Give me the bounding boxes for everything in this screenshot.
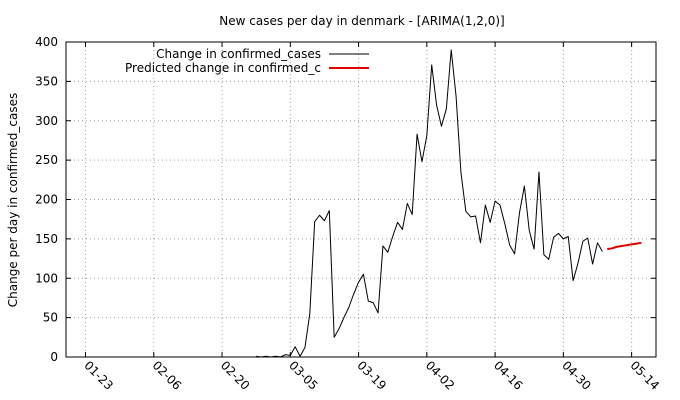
y-tick-label: 50 [43,311,58,325]
y-tick-label: 350 [35,74,58,88]
x-tick-label: 03-19 [354,358,389,393]
series-layer [256,49,642,358]
y-tick-label: 300 [35,114,58,128]
y-axis-label: Change per day in confirmed_cases [6,93,20,308]
x-tick-label: 04-30 [559,358,594,393]
x-tick-label: 04-16 [491,358,526,393]
y-tick-label: 100 [35,271,58,285]
grid [66,42,656,357]
y-tick-label: 250 [35,153,58,167]
series-line-1 [256,49,603,358]
x-tick-label: 05-14 [627,358,662,393]
series-line-2 [607,241,642,251]
x-tick-label: 01-23 [81,358,116,393]
legend-label: Change in confirmed_cases [156,47,321,61]
x-axis-ticks: 01-23 02-06 02-20 03-05 03-19 04-02 04-16 04-30… [81,42,662,393]
x-tick-label: 02-06 [150,358,185,393]
legend-label: Predicted change in confirmed_c [125,61,321,75]
chart-title: New cases per day in denmark - [ARIMA(1,… [219,14,504,28]
y-tick-label: 400 [35,35,58,49]
x-tick-label: 02-20 [218,358,253,393]
y-tick-label: 0 [50,350,58,364]
x-tick-label: 03-05 [286,358,321,393]
x-tick-label: 04-02 [423,358,458,393]
y-axis-ticks: 0 50 100 150 200 250 300 350 400 [35,35,656,364]
y-tick-label: 200 [35,193,58,207]
y-tick-label: 150 [35,232,58,246]
